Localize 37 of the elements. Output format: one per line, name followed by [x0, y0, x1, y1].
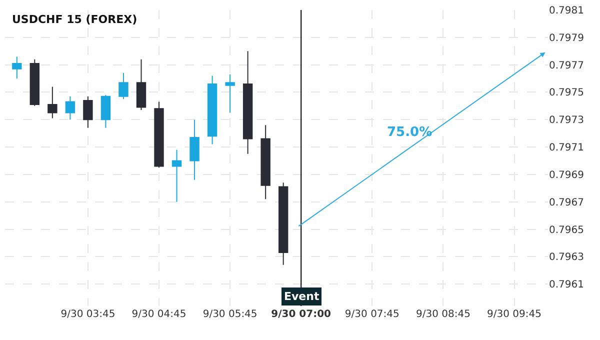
x-tick-label: 9/30 04:45 [132, 309, 186, 320]
y-tick-label: 0.7981 [549, 6, 584, 16]
candlestick [136, 58, 146, 111]
candlestick [242, 50, 253, 154]
y-tick-label: 0.7975 [549, 88, 584, 99]
y-tick-label: 0.7973 [549, 115, 584, 126]
candlestick [65, 96, 76, 120]
candlestick [48, 86, 58, 119]
y-tick-label: 0.7963 [549, 252, 584, 264]
x-tick-label: 9/30 05:45 [202, 309, 258, 320]
y-tick-label: 0.7965 [549, 224, 584, 236]
chart-title: USDCHF 15 (FOREX) [12, 13, 138, 26]
candlestick [12, 56, 22, 80]
candlestick [190, 119, 200, 180]
ref-line-label: Event [284, 290, 320, 303]
candlestick [260, 124, 270, 200]
y-tick-label: 0.7977 [549, 60, 584, 72]
x-tick-label: 9/30 07:00 [271, 309, 332, 320]
candlestick [225, 74, 235, 114]
candlestick [278, 182, 288, 266]
candlestick [118, 72, 128, 100]
candlestick [207, 75, 218, 145]
candlestick [172, 149, 182, 202]
candlestick [30, 58, 40, 106]
candlestick [100, 94, 111, 128]
y-tick-label: 0.7967 [549, 197, 584, 208]
x-tick-label: 9/30 09:45 [487, 309, 542, 320]
x-tick-label: 9/30 08:45 [416, 309, 470, 320]
x-tick-label: 9/30 03:45 [60, 309, 116, 320]
y-tick-label: 0.7971 [549, 142, 584, 154]
y-tick-label: 0.7961 [549, 280, 584, 291]
annotation: 75.0% [387, 125, 432, 140]
x-tick-label: 9/30 07:45 [344, 309, 400, 320]
candlestick [83, 96, 93, 128]
candlestick [154, 101, 164, 168]
y-tick-label: 0.7969 [549, 170, 584, 181]
y-tick-label: 0.7979 [549, 32, 584, 44]
